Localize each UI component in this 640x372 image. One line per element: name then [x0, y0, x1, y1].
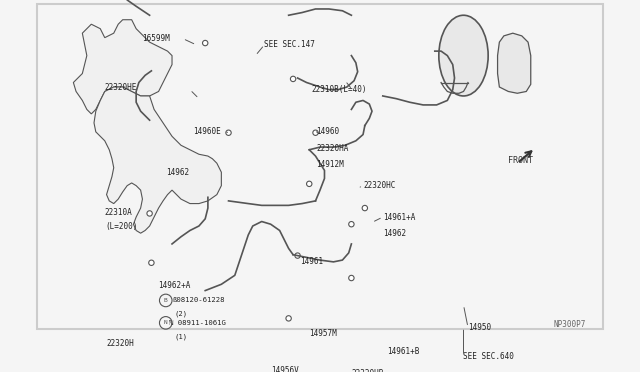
Text: 14962: 14962 [166, 168, 189, 177]
Text: 14957M: 14957M [309, 329, 337, 338]
Polygon shape [74, 20, 172, 114]
Text: 14962: 14962 [383, 229, 406, 238]
Text: 14950: 14950 [468, 323, 491, 332]
Text: 14961: 14961 [300, 257, 323, 266]
Text: FRONT: FRONT [508, 156, 533, 165]
Circle shape [226, 130, 231, 135]
Circle shape [291, 76, 296, 81]
Circle shape [362, 205, 367, 211]
Circle shape [313, 130, 318, 135]
Circle shape [282, 352, 287, 357]
Text: SEE SEC.640: SEE SEC.640 [463, 352, 515, 360]
Circle shape [143, 347, 148, 352]
Circle shape [286, 316, 291, 321]
Text: 14960: 14960 [316, 127, 340, 136]
Text: 22310A: 22310A [105, 208, 132, 217]
Text: B: B [164, 298, 168, 303]
Text: 22320HA: 22320HA [316, 144, 349, 153]
Circle shape [148, 260, 154, 266]
Circle shape [295, 253, 300, 258]
Text: (2): (2) [175, 311, 188, 317]
Text: 22320H: 22320H [106, 339, 134, 348]
Text: N: N [164, 320, 168, 326]
Circle shape [349, 221, 354, 227]
Circle shape [349, 275, 354, 281]
Circle shape [202, 40, 208, 46]
Text: 14960E: 14960E [193, 127, 220, 136]
Text: 22320HE: 22320HE [105, 83, 137, 92]
Text: (1): (1) [175, 333, 188, 340]
Text: 14961+B: 14961+B [387, 347, 420, 356]
Text: 14956V: 14956V [271, 366, 298, 372]
Text: ℕ 08911-1061G: ℕ 08911-1061G [170, 320, 226, 326]
Circle shape [307, 181, 312, 186]
Text: 22310B(L=40): 22310B(L=40) [311, 85, 367, 94]
Text: (L=200): (L=200) [106, 221, 138, 231]
Text: 22320HB: 22320HB [351, 369, 384, 372]
Polygon shape [94, 87, 221, 233]
Text: NP300P7: NP300P7 [553, 320, 586, 329]
Text: ß08120-61228: ß08120-61228 [172, 298, 225, 304]
Polygon shape [497, 33, 531, 93]
Text: SEE SEC.147: SEE SEC.147 [264, 40, 316, 49]
Text: 14962+A: 14962+A [159, 281, 191, 290]
Text: 14961+A: 14961+A [383, 212, 415, 222]
Circle shape [147, 211, 152, 216]
Text: 22320HC: 22320HC [363, 181, 396, 190]
Ellipse shape [439, 15, 488, 96]
Text: 16599M: 16599M [143, 34, 170, 43]
Circle shape [367, 352, 372, 358]
Text: 14912M: 14912M [316, 160, 344, 169]
